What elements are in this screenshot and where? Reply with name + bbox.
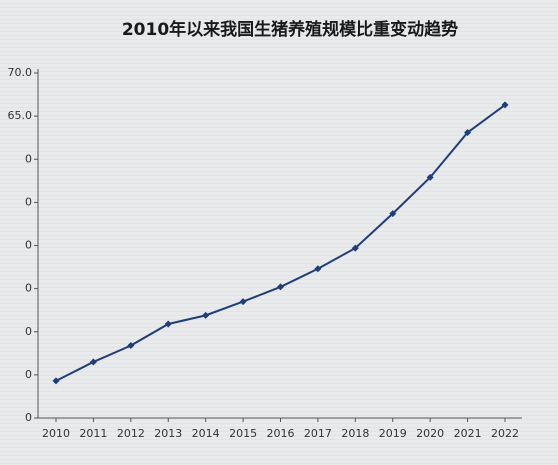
y-tick-label: 0 bbox=[25, 239, 32, 252]
data-point bbox=[389, 210, 397, 218]
data-point bbox=[464, 129, 472, 137]
x-tick-label: 2012 bbox=[117, 427, 145, 440]
y-tick-label: 0 bbox=[25, 195, 32, 208]
data-point bbox=[314, 265, 322, 273]
data-point bbox=[277, 283, 284, 291]
data-point bbox=[202, 311, 210, 319]
data-point bbox=[52, 377, 60, 385]
x-tick-label: 2015 bbox=[229, 427, 257, 440]
x-tick-label: 2020 bbox=[416, 427, 444, 440]
y-tick-label: 65.0 bbox=[8, 109, 33, 122]
data-point bbox=[501, 101, 509, 109]
data-point bbox=[164, 320, 172, 328]
x-tick-label: 2011 bbox=[79, 427, 107, 440]
x-tick-label: 2019 bbox=[379, 427, 407, 440]
y-tick-label: 0 bbox=[25, 411, 32, 424]
chart-title: 2010年以来我国生猪养殖规模比重变动趋势 bbox=[122, 19, 458, 40]
data-point bbox=[127, 342, 135, 350]
y-tick-label: 70.0 bbox=[8, 66, 33, 79]
x-tick-label: 2010 bbox=[42, 427, 70, 440]
x-tick-label: 2022 bbox=[491, 427, 519, 440]
y-tick-label: 0 bbox=[25, 152, 32, 165]
x-tick-label: 2014 bbox=[192, 427, 220, 440]
data-point bbox=[351, 244, 359, 252]
series-line bbox=[55, 104, 506, 382]
x-tick-label: 2021 bbox=[454, 427, 482, 440]
x-tick-label: 2013 bbox=[154, 427, 182, 440]
data-point bbox=[89, 358, 97, 366]
x-tick-label: 2016 bbox=[267, 427, 295, 440]
y-tick-label: 0 bbox=[25, 282, 32, 295]
x-tick-label: 2017 bbox=[304, 427, 332, 440]
y-tick-label: 0 bbox=[25, 368, 32, 381]
x-tick-label: 2018 bbox=[341, 427, 369, 440]
data-point bbox=[426, 173, 434, 181]
data-point bbox=[239, 298, 247, 306]
y-tick-label: 0 bbox=[25, 325, 32, 338]
